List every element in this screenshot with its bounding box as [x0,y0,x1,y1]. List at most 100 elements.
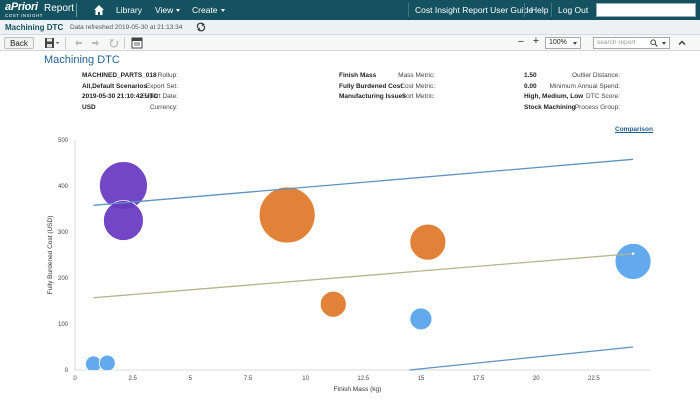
y-tick-label: 300 [58,230,69,236]
export-set-value: All,Default Scenarios [82,82,148,90]
toolbar-divider [65,37,66,49]
export-date-label: Export Date: [141,93,178,100]
nav-library[interactable]: Library [116,5,142,15]
chart-plot-area: 0 100 200 300 400 500 0 2.5 5 7.5 10 12.5 15 17.5 20 22… [47,138,652,393]
y-tick-label: 100 [58,322,69,328]
y-axis-label: Fully Burdened Cost (USD) [47,216,54,295]
page-title: Machining DTC [44,54,120,66]
search-icon[interactable] [650,39,658,47]
report-title: Machining DTC [5,23,64,32]
data-bubble [409,223,447,261]
data-refreshed-text: Data refreshed 2019-05-30 at 21:13:34 [70,23,183,31]
export-set-label: Export Set: [145,82,178,90]
x-tick-label: 22.5 [588,376,600,382]
x-tick-label: 15 [418,376,425,382]
sort-metric-value: Manufacturing Issues [339,93,406,100]
data-bubble [319,290,347,318]
nav-divider [408,3,409,17]
chevron-down-icon [573,42,577,45]
currency-label: Currency: [149,103,178,111]
comparison-link[interactable]: Comparison [615,126,653,133]
toolbar-divider [124,37,125,49]
x-tick-label: 0 [73,376,77,382]
logo-subtitle: COST INSIGHT [5,13,43,18]
data-bubble [103,200,144,241]
nav-user-guide-link[interactable]: Cost Insight Report User Guide [415,5,534,15]
currency-value: USD [82,103,96,111]
trend-line [93,252,634,299]
collapse-up-icon[interactable] [677,38,687,48]
nav-create-menu[interactable]: Create [192,5,225,15]
logo-divider [76,3,77,17]
zoom-select[interactable]: 100% [545,37,581,49]
undo-icon[interactable] [72,37,84,49]
x-tick-label: 20 [533,376,540,382]
metadata-column-2: Mass Metric: Finish Mass Cost Metric: Full… [337,71,437,103]
x-tick-label: 2.5 [128,376,137,382]
redo-icon[interactable] [90,37,102,49]
undo-all-icon[interactable] [108,37,120,49]
dtc-score-label: DTC Score: [586,93,620,100]
x-tick-label: 7.5 [244,376,253,382]
apriori-logo[interactable]: aPriori Report COST INSIGHT [5,1,77,19]
dtc-scatter-chart: 0 100 200 300 400 500 0 2.5 5 7.5 10 12.5 15 17.5 20 22… [47,138,652,393]
mass-metric-label: Mass Metric: [398,72,435,79]
global-search-input[interactable] [596,3,696,17]
sort-metric-label: Sort Metric: [401,93,435,100]
zoom-out-button[interactable]: − [517,36,525,48]
nav-create-label: Create [192,5,218,15]
rollup-label: Rollup: [157,72,178,79]
y-tick-label: 200 [58,276,69,282]
chevron-down-icon [220,9,225,13]
lower-bound-line [409,346,634,371]
logo-product: Report [44,3,75,14]
y-tick-label: 400 [58,184,69,190]
report-toolbar: Back − + 100% search report [0,35,700,51]
mass-metric-value: Finish Mass [339,72,377,79]
process-group-label: Process Group: [574,103,620,111]
data-bubble [98,354,116,370]
top-nav-bar: aPriori Report COST INSIGHT Library View… [0,0,700,20]
refresh-icon[interactable] [196,22,206,32]
chevron-down-icon [176,9,181,13]
back-button[interactable]: Back [4,37,34,49]
data-view-icon[interactable] [131,37,143,49]
min-annual-spend-value: 0.00 [524,82,537,90]
logo-brand: aPriori [5,1,38,13]
metadata-column-1: Rollup: MACHINED_PARTS_018 Export Set: All… [80,71,180,113]
zoom-in-button[interactable]: + [532,35,540,47]
nav-help-link[interactable]: Help [531,5,549,15]
metadata-column-3: Outlier Distance: 1.50 Minimum Annual Spe… [522,71,622,113]
export-date-value: 2019-05-30 21:10:42 UTC [82,93,159,100]
chevron-down-icon[interactable] [662,42,666,45]
report-search-placeholder: search report [597,39,636,46]
outlier-distance-label: Outlier Distance: [571,72,620,79]
zoom-value: 100% [549,39,567,46]
nav-divider [551,3,552,17]
save-icon[interactable] [44,37,60,49]
y-tick-label: 500 [58,138,69,144]
process-group-value: Stock Machining [524,103,576,111]
nav-logout-link[interactable]: Log Out [558,5,589,15]
min-annual-spend-label: Minimum Annual Spend: [549,82,620,90]
report-title-bar: Machining DTC Data refreshed 2019-05-30 … [0,20,700,35]
data-bubble [409,307,433,331]
upper-bound-line [93,158,634,206]
x-tick-label: 10 [302,376,309,382]
nav-divider [524,3,525,17]
x-tick-label: 12.5 [357,376,369,382]
dtc-score-value: High, Medium, Low [524,93,584,100]
home-icon[interactable] [93,4,105,16]
x-tick-label: 17.5 [473,376,485,382]
nav-view-label: View [155,5,174,15]
outlier-distance-value: 1.50 [524,72,537,79]
cost-metric-value: Fully Burdened Cost [339,82,403,90]
rollup-value: MACHINED_PARTS_018 [82,72,157,79]
report-search-input[interactable]: search report [593,37,670,49]
nav-view-menu[interactable]: View [155,5,181,15]
trend-line-endpoint [631,252,635,255]
data-bubble [614,243,652,280]
x-axis-label: Finish Mass (kg) [334,386,382,393]
y-tick-label: 0 [65,368,69,374]
x-tick-label: 5 [189,376,193,382]
